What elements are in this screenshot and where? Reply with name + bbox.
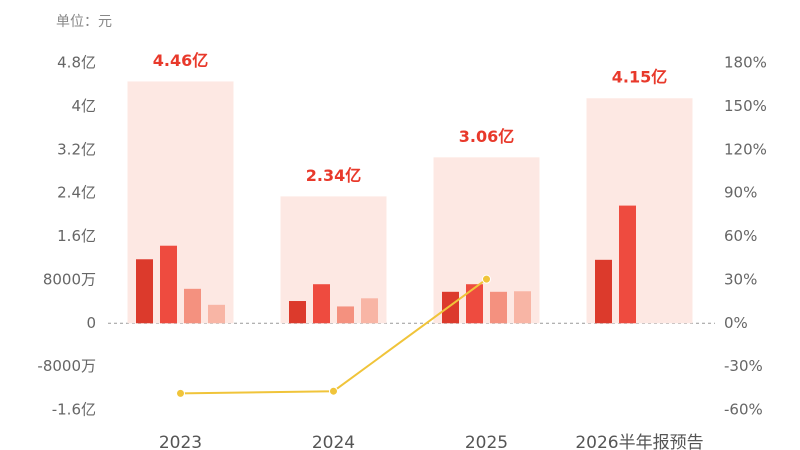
bar (184, 288, 201, 324)
total-label: 4.46亿 (153, 51, 208, 70)
bar (514, 291, 531, 324)
y-tick-label: 2.4亿 (57, 184, 96, 202)
x-tick-label: 2024 (312, 433, 355, 450)
y2-tick-label: 90% (724, 184, 757, 202)
bar (337, 306, 354, 324)
total-label: 3.06亿 (459, 127, 514, 146)
bar (619, 205, 636, 324)
y-tick-label: -1.6亿 (52, 401, 96, 419)
bar (442, 291, 459, 324)
line-point (329, 386, 338, 396)
y-tick-label: 4.8亿 (57, 54, 96, 72)
bar (136, 259, 153, 324)
x-tick-label: 2025 (465, 433, 508, 450)
y-tick-label: 3.2亿 (57, 140, 96, 158)
x-tick-label: 2026半年报预告 (575, 433, 703, 450)
y2-tick-label: -30% (724, 357, 763, 375)
y2-tick-label: 30% (724, 270, 757, 288)
y-tick-label: -8000万 (37, 357, 96, 375)
total-label: 2.34亿 (306, 166, 361, 185)
x-tick-label: 2023 (159, 433, 202, 450)
y-tick-label: 4亿 (71, 97, 96, 115)
total-label: 4.15亿 (612, 68, 667, 87)
y-tick-label: 1.6亿 (57, 227, 96, 245)
y2-tick-label: 150% (724, 97, 767, 115)
y-tick-label: 0 (86, 314, 96, 332)
y2-tick-label: 120% (724, 140, 767, 158)
line-point (482, 274, 491, 284)
line-point (176, 388, 185, 398)
bar (208, 304, 225, 324)
y-tick-label: 8000万 (43, 270, 96, 288)
bar (361, 298, 378, 324)
bar (289, 301, 306, 324)
y2-tick-label: 180% (724, 54, 767, 72)
y2-tick-label: -60% (724, 401, 763, 419)
y2-tick-label: 60% (724, 227, 757, 245)
bar (313, 284, 330, 324)
bar (490, 291, 507, 324)
bar (466, 284, 483, 324)
unit-label: 单位：元 (56, 14, 112, 30)
bar (595, 259, 612, 324)
y2-tick-label: 0% (724, 314, 748, 332)
bar (160, 245, 177, 324)
